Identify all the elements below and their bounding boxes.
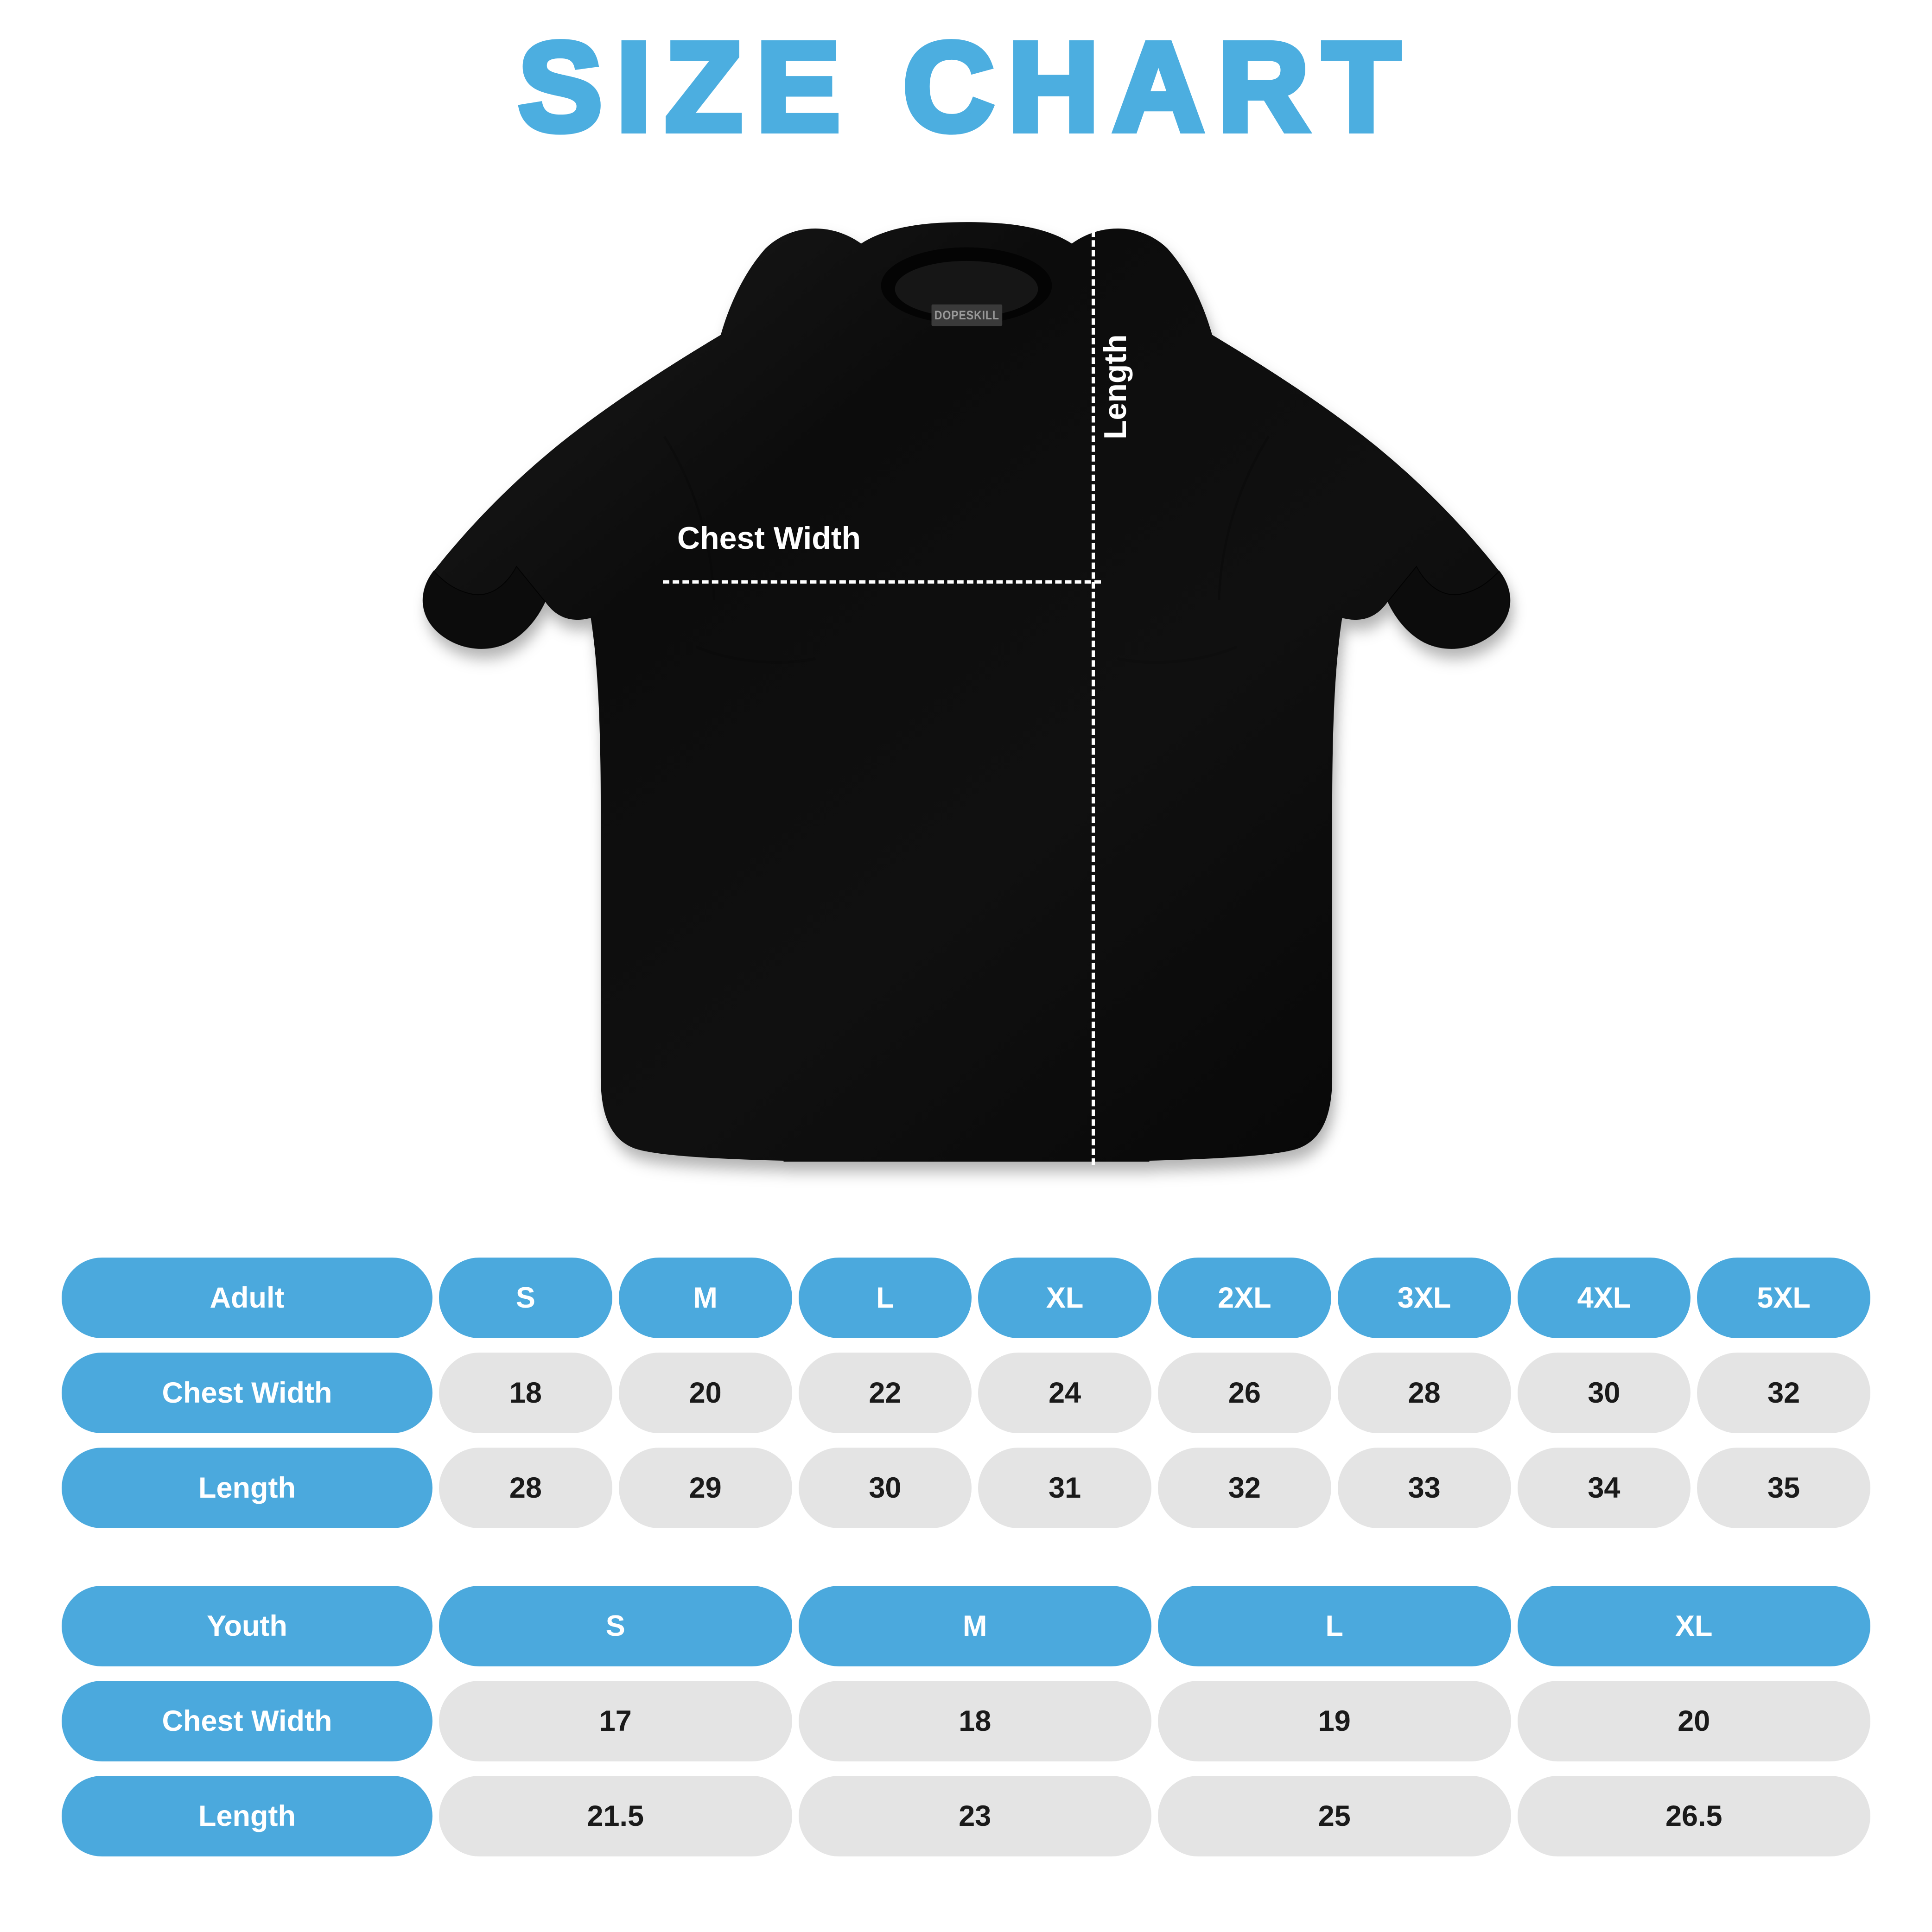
svg-text:DOPESKILL: DOPESKILL	[934, 308, 999, 322]
